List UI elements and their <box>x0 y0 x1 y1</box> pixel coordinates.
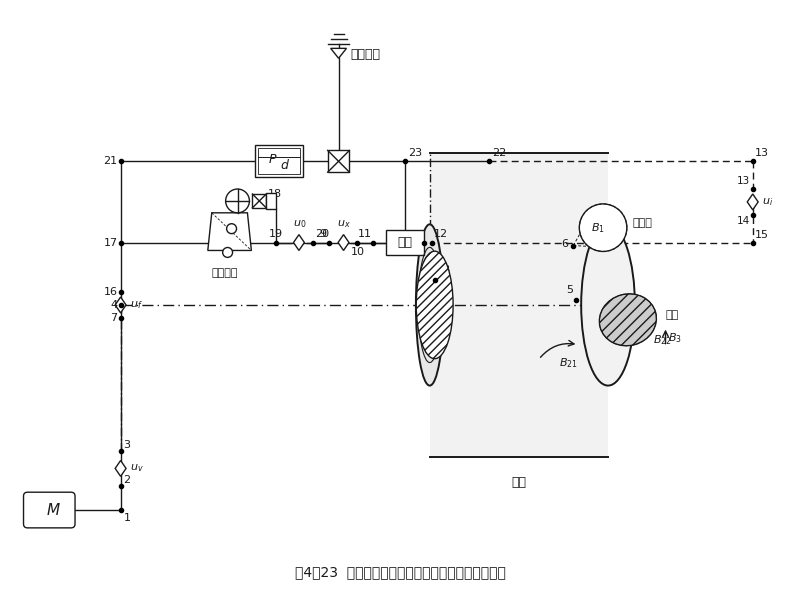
Bar <box>252 194 266 208</box>
Text: 15: 15 <box>754 230 769 239</box>
Circle shape <box>226 189 250 213</box>
Ellipse shape <box>416 251 453 359</box>
Circle shape <box>226 224 237 233</box>
Polygon shape <box>430 154 608 457</box>
Polygon shape <box>294 235 304 250</box>
Text: 9: 9 <box>319 229 326 239</box>
Text: 4: 4 <box>110 300 118 310</box>
Text: 1: 1 <box>123 513 130 523</box>
Text: 23: 23 <box>408 148 422 158</box>
Text: 12: 12 <box>434 229 448 239</box>
Text: 7: 7 <box>110 313 118 323</box>
Text: $B_3$: $B_3$ <box>669 331 682 344</box>
Text: 10: 10 <box>350 247 364 257</box>
Text: 14: 14 <box>737 216 750 226</box>
Text: $u_i$: $u_i$ <box>762 196 773 208</box>
Text: 19: 19 <box>269 229 283 239</box>
Bar <box>255 145 303 177</box>
Polygon shape <box>747 194 758 210</box>
Bar <box>258 148 300 174</box>
Text: 工件: 工件 <box>666 310 678 320</box>
Ellipse shape <box>581 224 635 386</box>
Text: 进给鼓轮: 进给鼓轮 <box>212 268 238 278</box>
Ellipse shape <box>599 294 657 346</box>
Polygon shape <box>208 213 251 250</box>
Text: $B_{21}$: $B_{21}$ <box>558 356 578 370</box>
Polygon shape <box>115 297 126 313</box>
Text: 22: 22 <box>492 148 506 158</box>
Text: 2: 2 <box>123 475 130 485</box>
Text: P: P <box>269 153 276 166</box>
Bar <box>386 230 424 256</box>
Text: $B_{22}$: $B_{22}$ <box>653 333 671 347</box>
Bar <box>266 193 276 209</box>
Text: 11: 11 <box>358 229 372 239</box>
Text: $u_0$: $u_0$ <box>294 218 306 230</box>
Text: 3: 3 <box>123 440 130 449</box>
Text: $B_1$: $B_1$ <box>591 221 605 235</box>
Text: 20: 20 <box>314 229 329 239</box>
Text: 分度机构: 分度机构 <box>350 48 381 61</box>
Polygon shape <box>338 235 349 250</box>
Text: 合成: 合成 <box>398 236 413 249</box>
Bar <box>328 151 350 172</box>
Text: 13: 13 <box>737 176 750 186</box>
Circle shape <box>579 204 627 251</box>
Polygon shape <box>115 461 126 476</box>
Polygon shape <box>330 49 346 58</box>
Text: 13: 13 <box>754 148 769 158</box>
Text: $u_x$: $u_x$ <box>337 218 350 230</box>
Text: 6: 6 <box>562 239 569 248</box>
Circle shape <box>222 247 233 257</box>
Text: 21: 21 <box>103 156 118 166</box>
Text: M: M <box>46 503 60 518</box>
Text: 18: 18 <box>268 189 282 199</box>
Text: 8: 8 <box>442 265 450 275</box>
Text: 16: 16 <box>104 287 118 297</box>
Text: d: d <box>280 159 288 172</box>
Text: 铣刀盘: 铣刀盘 <box>633 218 653 228</box>
Text: 17: 17 <box>103 238 118 248</box>
Text: $u_f$: $u_f$ <box>130 299 142 311</box>
FancyBboxPatch shape <box>23 492 75 528</box>
Text: $u_v$: $u_v$ <box>130 463 143 475</box>
Text: 图4－23  弧齿锥齿轮铣齿机的传动原理图（格里逊）: 图4－23 弧齿锥齿轮铣齿机的传动原理图（格里逊） <box>294 565 506 580</box>
Text: 5: 5 <box>566 285 574 295</box>
Ellipse shape <box>416 224 443 386</box>
Text: 摇台: 摇台 <box>511 476 526 490</box>
